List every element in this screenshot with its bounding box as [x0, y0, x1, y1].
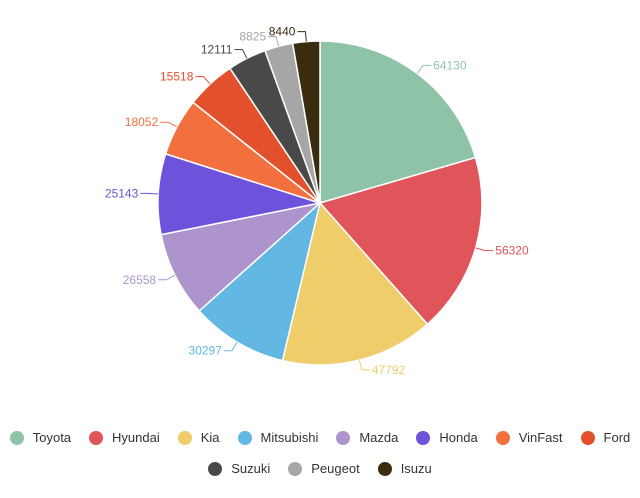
leader-line-ford — [195, 76, 211, 85]
data-label-isuzu: 8440 — [269, 25, 296, 39]
leader-line-toyota — [416, 64, 432, 74]
data-label-kia: 47792 — [372, 363, 406, 377]
legend-item-peugeot[interactable]: Peugeot — [288, 461, 360, 476]
leader-line-vinfast — [160, 121, 178, 128]
legend-item-ford[interactable]: Ford — [580, 430, 631, 445]
legend-swatch-icon — [580, 430, 595, 445]
legend-item-vinfast[interactable]: VinFast — [495, 430, 563, 445]
leader-line-peugeot — [268, 36, 280, 47]
legend-label: Kia — [200, 430, 220, 445]
pie-slice-hyundai[interactable] — [318, 156, 483, 326]
data-label-mitsubishi: 30297 — [189, 344, 223, 358]
leader-line-kia — [358, 360, 370, 371]
legend-row-1: Toyota Hyundai Kia Mitsubishi Mazda Hond… — [0, 430, 640, 445]
legend-label: VinFast — [518, 430, 563, 445]
legend-label: Mitsubishi — [260, 430, 319, 445]
data-label-vinfast: 18052 — [125, 115, 159, 129]
legend-item-toyota[interactable]: Toyota — [9, 430, 72, 445]
data-label-peugeot: 8825 — [239, 30, 266, 44]
legend-item-mitsubishi[interactable]: Mitsubishi — [237, 430, 319, 445]
legend-swatch-icon — [416, 430, 431, 445]
legend-swatch-icon — [495, 430, 510, 445]
leader-line-suzuki — [234, 48, 248, 59]
legend-label: Peugeot — [311, 461, 360, 476]
legend-swatch-icon — [89, 430, 104, 445]
legend-label: Isuzu — [400, 461, 432, 476]
data-label-toyota: 64130 — [433, 58, 467, 72]
legend-swatch-icon — [208, 461, 223, 476]
legend-label: Toyota — [32, 430, 72, 445]
data-label-suzuki: 12111 — [201, 42, 233, 56]
pie-chart-svg: 64130 56320 47792 30297 26558 25143 18052 15518… — [105, 25, 529, 377]
legend-swatch-icon — [288, 461, 303, 476]
pie-slice-kia[interactable] — [281, 201, 429, 366]
legend-label: Suzuki — [231, 461, 271, 476]
pie-slice-toyota[interactable] — [319, 40, 477, 205]
data-label-ford: 15518 — [160, 70, 194, 84]
legend-item-kia[interactable]: Kia — [177, 430, 220, 445]
leader-line-isuzu — [297, 31, 307, 42]
data-label-hyundai: 56320 — [495, 244, 529, 258]
leader-line-honda — [140, 192, 159, 195]
legend-item-honda[interactable]: Honda — [416, 430, 478, 445]
legend-item-suzuki[interactable]: Suzuki — [208, 461, 270, 476]
leader-line-mitsubishi — [223, 341, 238, 352]
legend-swatch-icon — [237, 430, 252, 445]
legend-item-mazda[interactable]: Mazda — [336, 430, 398, 445]
data-label-mazda: 26558 — [123, 273, 157, 287]
pie-slice-mazda[interactable] — [160, 201, 323, 313]
legend-swatch-icon — [177, 430, 192, 445]
leader-line-hyundai — [475, 247, 494, 252]
leader-line-mazda — [158, 274, 176, 281]
data-label-honda: 25143 — [105, 186, 139, 200]
pie-slice-mitsubishi[interactable] — [198, 200, 322, 362]
legend-item-isuzu[interactable]: Isuzu — [377, 461, 432, 476]
legend-label: Hyundai — [112, 430, 160, 445]
legend-label: Mazda — [359, 430, 399, 445]
legend-label: Honda — [439, 430, 478, 445]
legend-swatch-icon — [9, 430, 24, 445]
legend-row-2: Suzuki Peugeot Isuzu — [0, 461, 640, 476]
legend-label: Ford — [603, 430, 631, 445]
legend-swatch-icon — [336, 430, 351, 445]
legend-swatch-icon — [377, 461, 392, 476]
legend-item-hyundai[interactable]: Hyundai — [89, 430, 160, 445]
